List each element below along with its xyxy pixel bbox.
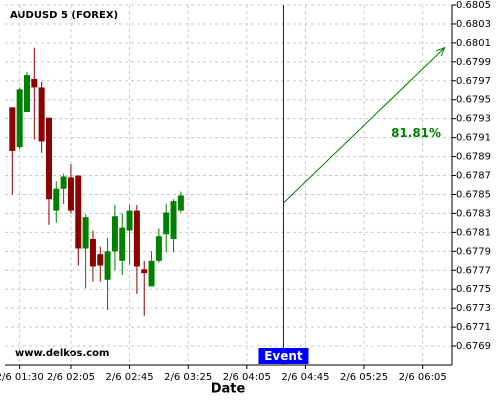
y-tick-label: 0.6799 [456, 57, 491, 68]
candle-body [45, 117, 52, 200]
x-tick-label: 2/6 04:05 [223, 372, 271, 383]
y-tick-label: 0.6791 [456, 133, 491, 144]
x-tick-label: 2/6 02:45 [106, 372, 154, 383]
candle-body [82, 217, 89, 249]
watermark: www.delkos.com [15, 348, 109, 359]
projection-arrow [283, 47, 446, 204]
event-label-box [258, 348, 309, 364]
candle-body [9, 107, 16, 151]
y-tick-label: 0.6805 [456, 0, 491, 11]
candle-body [111, 216, 118, 252]
y-tick-label: 0.6789 [456, 152, 491, 163]
candle-body [31, 78, 38, 88]
x-axis-label: Date [211, 382, 246, 397]
y-tick-label: 0.6793 [456, 114, 491, 125]
y-tick-label: 0.6773 [456, 303, 491, 314]
y-tick-label: 0.6779 [456, 246, 491, 257]
x-tick-label: 2/6 05:25 [340, 372, 388, 383]
y-tick-label: 0.6775 [456, 284, 491, 295]
candle-body [133, 210, 140, 267]
candle-body [148, 260, 155, 287]
candle-body [170, 201, 177, 239]
x-tick-label: 2/6 06:05 [399, 372, 447, 383]
candle-body [141, 269, 148, 274]
candle-body [155, 236, 162, 261]
y-tick-label: 0.6781 [456, 227, 491, 238]
candle-body [67, 177, 74, 211]
y-tick-label: 0.6771 [456, 322, 491, 333]
x-tick-label: 2/6 03:25 [164, 372, 212, 383]
y-tick-label: 0.6801 [456, 38, 491, 49]
candle-body [104, 251, 111, 280]
x-tick-label: 2/6 02:05 [47, 372, 95, 383]
candle-body [163, 212, 170, 235]
x-tick-label: 2/6 04:45 [281, 372, 329, 383]
y-tick-label: 0.6783 [456, 208, 491, 219]
y-tick-label: 0.6785 [456, 189, 491, 200]
y-tick-label: 0.6797 [456, 76, 491, 87]
candle-body [126, 210, 133, 231]
y-tick-label: 0.6777 [456, 265, 491, 276]
candle-body [16, 89, 23, 148]
candle-body [60, 176, 67, 189]
candle-body [119, 227, 126, 261]
candle-body [97, 254, 104, 266]
candle-body [89, 239, 96, 267]
candle-body [53, 188, 60, 211]
projection-label: 81.81% [391, 126, 441, 140]
candle-body [38, 87, 45, 142]
candle-body [75, 175, 82, 249]
y-tick-label: 0.6769 [456, 341, 491, 352]
y-tick-label: 0.6795 [456, 95, 491, 106]
x-tick-label: 2/6 01:30 [0, 372, 44, 383]
candle-body [177, 195, 184, 211]
y-tick-label: 0.6787 [456, 171, 491, 182]
chart-title: AUDUSD 5 (FOREX) [10, 10, 118, 21]
candle-body [23, 75, 30, 113]
event-label: Event [264, 349, 303, 363]
arrow-head [436, 46, 446, 57]
y-tick-label: 0.6803 [456, 19, 491, 30]
